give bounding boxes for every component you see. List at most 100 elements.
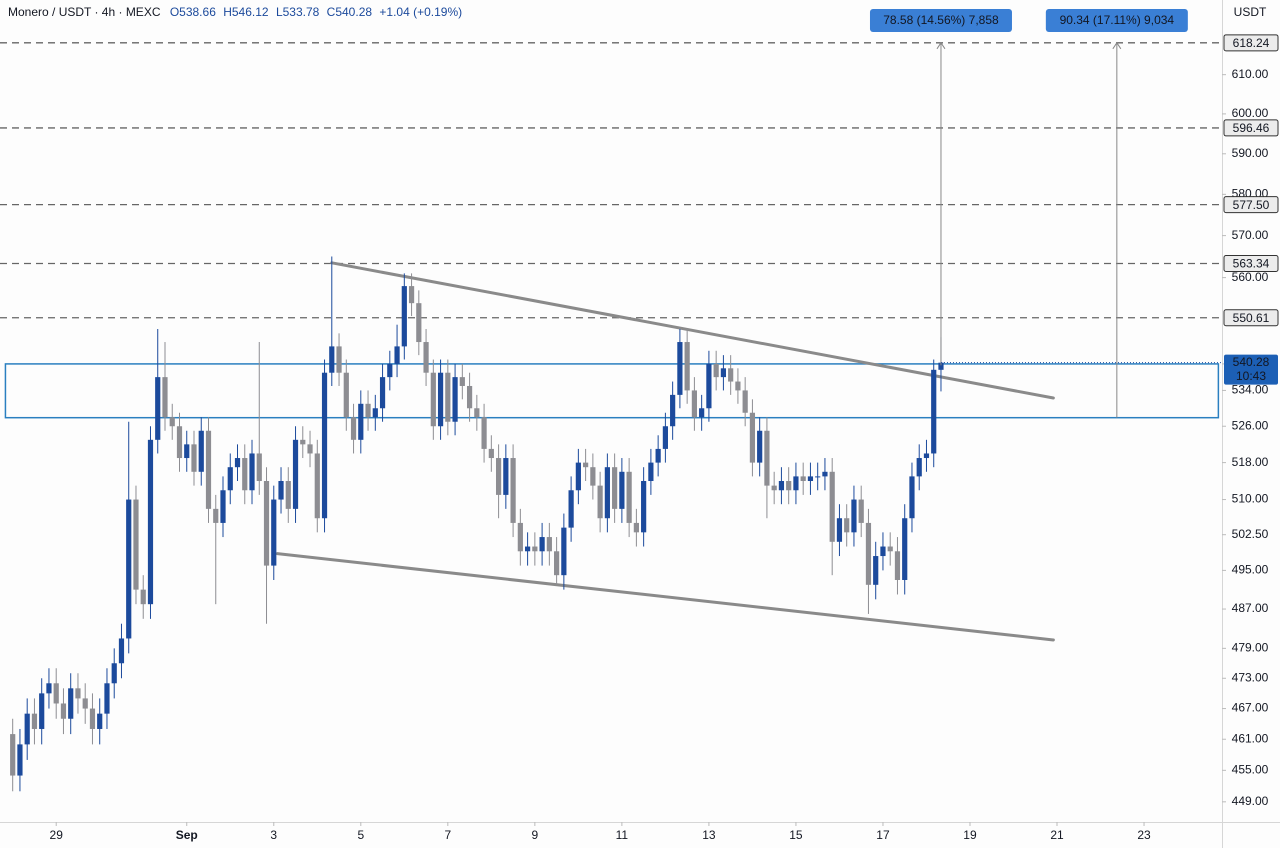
candle-body	[684, 342, 690, 391]
candle-body	[626, 471, 632, 523]
y-tick-label: 479.00	[1232, 641, 1269, 655]
candle-body	[89, 708, 96, 729]
candle-body	[176, 426, 183, 459]
candle-body	[401, 286, 407, 347]
candle-body	[227, 467, 233, 491]
candle-body	[670, 394, 676, 427]
candle-body	[387, 363, 393, 378]
level-label-box	[1223, 119, 1279, 137]
candle-body	[691, 390, 698, 418]
candle-body	[416, 303, 422, 343]
level-label-box	[1223, 34, 1279, 52]
candle-body	[234, 458, 241, 468]
candle-body	[829, 471, 835, 542]
level-label-box	[1223, 254, 1279, 272]
candle-body	[445, 372, 451, 422]
candle-body	[278, 481, 284, 500]
zone-box	[4, 363, 1220, 419]
candle-body	[10, 734, 16, 776]
candle-body	[205, 430, 212, 509]
x-tick-label: 3	[270, 828, 277, 842]
measure-label-box	[1045, 9, 1188, 32]
candle-body	[546, 537, 552, 552]
candle-body	[336, 346, 342, 373]
measure-arrow	[936, 41, 946, 50]
candle-body	[931, 369, 937, 454]
candle-body	[111, 663, 117, 684]
candle-body	[256, 453, 262, 482]
candle-body	[858, 499, 864, 523]
candle-body	[466, 385, 473, 409]
candle-body	[140, 589, 146, 605]
candle-body	[46, 683, 52, 694]
candle-body	[408, 286, 415, 304]
candle-body	[568, 490, 574, 528]
candle-body	[713, 363, 719, 378]
candle-body	[82, 698, 88, 709]
y-tick-label: 560.00	[1232, 270, 1269, 284]
candle-body	[60, 703, 67, 719]
candle-body	[263, 481, 270, 566]
level-label: 550.61	[1233, 311, 1270, 325]
candle-body	[488, 448, 494, 459]
candle-body	[604, 467, 610, 519]
candle-body	[474, 408, 480, 418]
candle-body	[844, 518, 850, 533]
y-tick-label: 526.00	[1232, 418, 1269, 432]
y-tick-label: 487.00	[1232, 601, 1269, 615]
candle-body	[554, 551, 560, 576]
candle-body	[162, 377, 168, 418]
candle-body	[706, 363, 712, 409]
candle-body	[31, 713, 38, 729]
candle-body	[24, 713, 30, 745]
x-tick-label: 5	[357, 828, 364, 842]
candle-body	[372, 408, 378, 418]
measure-label: 78.58 (14.56%) 7,858	[883, 13, 999, 27]
y-tick-label: 495.00	[1232, 563, 1269, 577]
candle-body	[677, 342, 683, 395]
y-tick-label: 518.00	[1232, 455, 1269, 469]
candle-body	[314, 453, 320, 519]
candle-body	[459, 377, 465, 386]
candle-body	[757, 430, 763, 463]
plot: 449.00 455.00 461.00 467.00 473.00 479.00 487.…	[0, 9, 1279, 842]
candle-body	[191, 444, 197, 472]
x-tick-label: 13	[702, 828, 716, 842]
candle-body	[916, 458, 922, 477]
candle-body	[532, 546, 538, 552]
candle-body	[343, 372, 349, 418]
y-tick-label: 449.00	[1232, 794, 1269, 808]
candle-body	[728, 368, 734, 382]
candle-body	[17, 744, 23, 776]
x-tick-label: Sep	[176, 828, 198, 842]
y-tick-label: 461.00	[1232, 731, 1269, 745]
candle-body	[285, 481, 291, 509]
candle-body	[575, 462, 581, 491]
candle-body	[97, 713, 103, 729]
measure-label: 90.34 (17.11%) 9,034	[1060, 13, 1175, 27]
measure-label-box	[869, 9, 1012, 32]
candle-body	[394, 346, 400, 364]
candle-body	[771, 485, 777, 491]
y-tick-label: 467.00	[1232, 701, 1269, 715]
y-tick-label: 600.00	[1232, 106, 1269, 120]
y-tick-label: 473.00	[1232, 670, 1269, 684]
candle-body	[198, 430, 204, 472]
candle-body	[147, 439, 154, 605]
candle-body	[887, 546, 893, 552]
candle-body	[786, 481, 792, 491]
candle-body	[220, 490, 226, 523]
candle-body	[800, 476, 806, 482]
level-label-box	[1223, 196, 1279, 214]
candle-body	[249, 453, 255, 491]
candle-body	[452, 377, 458, 422]
candle-body	[321, 372, 328, 519]
candle-body	[118, 638, 125, 664]
x-tick-label: 29	[50, 828, 64, 842]
candle-body	[822, 471, 828, 477]
candle-body	[938, 362, 944, 370]
candle-body	[764, 430, 770, 486]
candle-body	[430, 372, 436, 427]
